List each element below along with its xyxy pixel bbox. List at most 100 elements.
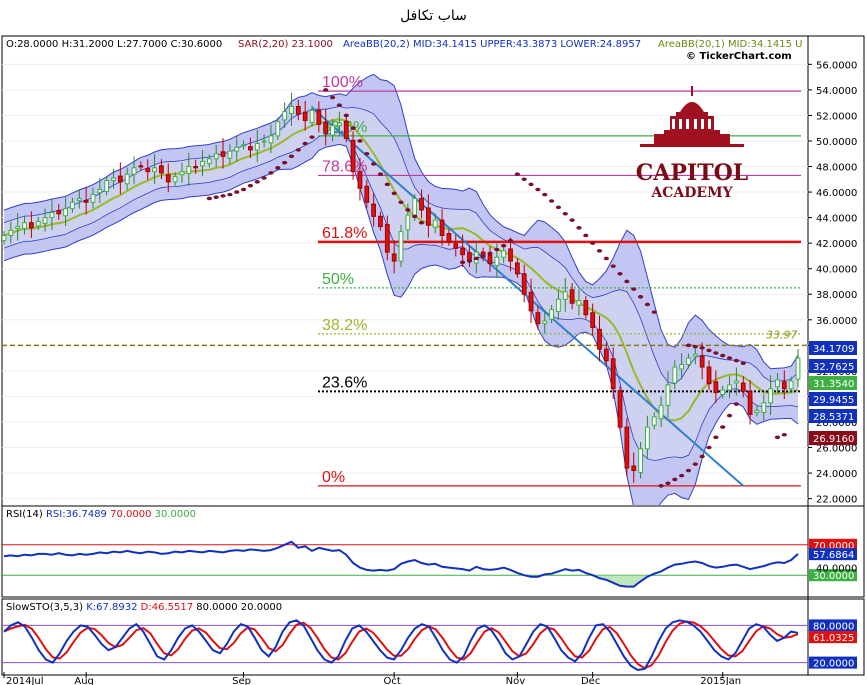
candle-body (583, 300, 589, 316)
candle-body (686, 357, 691, 365)
candle (432, 213, 438, 234)
sar-dot (548, 199, 555, 203)
rsi-line (3, 540, 799, 588)
sar-dot (309, 135, 315, 139)
sar-dot (535, 187, 541, 192)
candle-body (330, 125, 335, 136)
candle (227, 144, 233, 165)
sar-dot (733, 358, 739, 363)
value-box: 34.1709 (809, 341, 857, 355)
candle-body (364, 185, 370, 203)
candle-body (665, 384, 671, 406)
y-tick-label: 48.0000 (816, 163, 857, 174)
candle-body (111, 177, 116, 182)
candle (124, 167, 130, 190)
candle-body (131, 167, 137, 175)
parabolic-sar (206, 88, 787, 488)
candle (364, 179, 370, 209)
sar-dot (295, 148, 301, 152)
candle (631, 452, 637, 483)
sto-k-line (3, 619, 799, 672)
candle (686, 353, 691, 369)
value-box-bg (809, 431, 857, 445)
candle (302, 100, 308, 131)
sar-dot (590, 241, 596, 245)
candle (83, 186, 89, 215)
sto-legend: SlowSTO(3,5,3) K:67.8932 D:46.5517 80.00… (6, 602, 282, 613)
sar-dot (542, 192, 548, 197)
candle-body (15, 226, 21, 229)
sar-dot (494, 247, 500, 252)
candle (775, 373, 780, 393)
candle (645, 415, 650, 460)
candle (754, 406, 760, 417)
candle (145, 159, 151, 180)
candle (316, 101, 322, 133)
candle-body (645, 426, 650, 450)
candle-body (734, 380, 739, 384)
y-tick-label: 46.0000 (816, 188, 857, 199)
sar-dot (528, 182, 534, 187)
sar-dot (268, 171, 274, 175)
candle-body (610, 358, 616, 390)
candle-body (234, 146, 240, 152)
capitol-dome-icon (640, 86, 744, 147)
candle-body (727, 384, 732, 391)
candle-body (28, 222, 34, 229)
candle (248, 137, 253, 159)
candle (679, 353, 685, 380)
candle (549, 305, 554, 324)
y-tick-label: 42.0000 (816, 239, 857, 250)
candle-body (384, 224, 390, 253)
osc-value-box-label: 61.0325 (813, 633, 854, 644)
x-tick-label: Sep (232, 676, 251, 685)
fib-label: 0% (322, 469, 345, 486)
candle-body (220, 151, 226, 157)
sar-dot (637, 294, 644, 299)
candle (535, 305, 541, 330)
trendline (311, 107, 744, 487)
candle (330, 118, 335, 142)
candle-body (186, 166, 192, 175)
candle (556, 290, 561, 320)
logo-line2: ACADEMY (650, 185, 733, 201)
fib-label: 78.6% (322, 158, 367, 175)
value-box-bg (809, 376, 857, 390)
candle (747, 379, 753, 425)
y-tick-label: 54.0000 (816, 86, 857, 97)
sar-dot (247, 183, 254, 188)
candle (343, 116, 349, 143)
watermark: © TickerChart.com (686, 51, 792, 62)
candle-body (172, 176, 178, 183)
sar-dot (254, 180, 260, 184)
time-axis: 2014Jul Aug Sep Oct Nov Dec 2015Jan (3, 672, 741, 685)
candle (152, 154, 157, 184)
candle (521, 264, 527, 303)
candle (624, 418, 630, 477)
sar-dot (713, 435, 719, 440)
candle-body (651, 416, 657, 426)
osc-value-box-label: 30.0000 (813, 571, 854, 582)
candle-body (624, 426, 630, 469)
y-tick-label: 56.0000 (816, 60, 857, 71)
bb-inner-area (4, 106, 798, 461)
candle-body (70, 201, 75, 210)
candle-body (521, 273, 527, 295)
candle (528, 278, 534, 324)
sar-dot (261, 176, 267, 180)
candle-body (432, 219, 438, 228)
fib-label: 100% (322, 74, 363, 91)
y-tick-label: 22.0000 (816, 495, 857, 506)
candle (282, 102, 288, 129)
candle (70, 197, 75, 213)
sar-dot (644, 302, 651, 307)
sar-dot (699, 346, 705, 350)
osc-value-box-bg (809, 656, 857, 669)
candle-body (42, 217, 48, 224)
osc-value-box-label: 57.6864 (813, 550, 854, 561)
candle-body (179, 171, 185, 176)
candle-body (117, 175, 123, 183)
candle-body (569, 289, 575, 304)
candle-body (446, 233, 452, 243)
